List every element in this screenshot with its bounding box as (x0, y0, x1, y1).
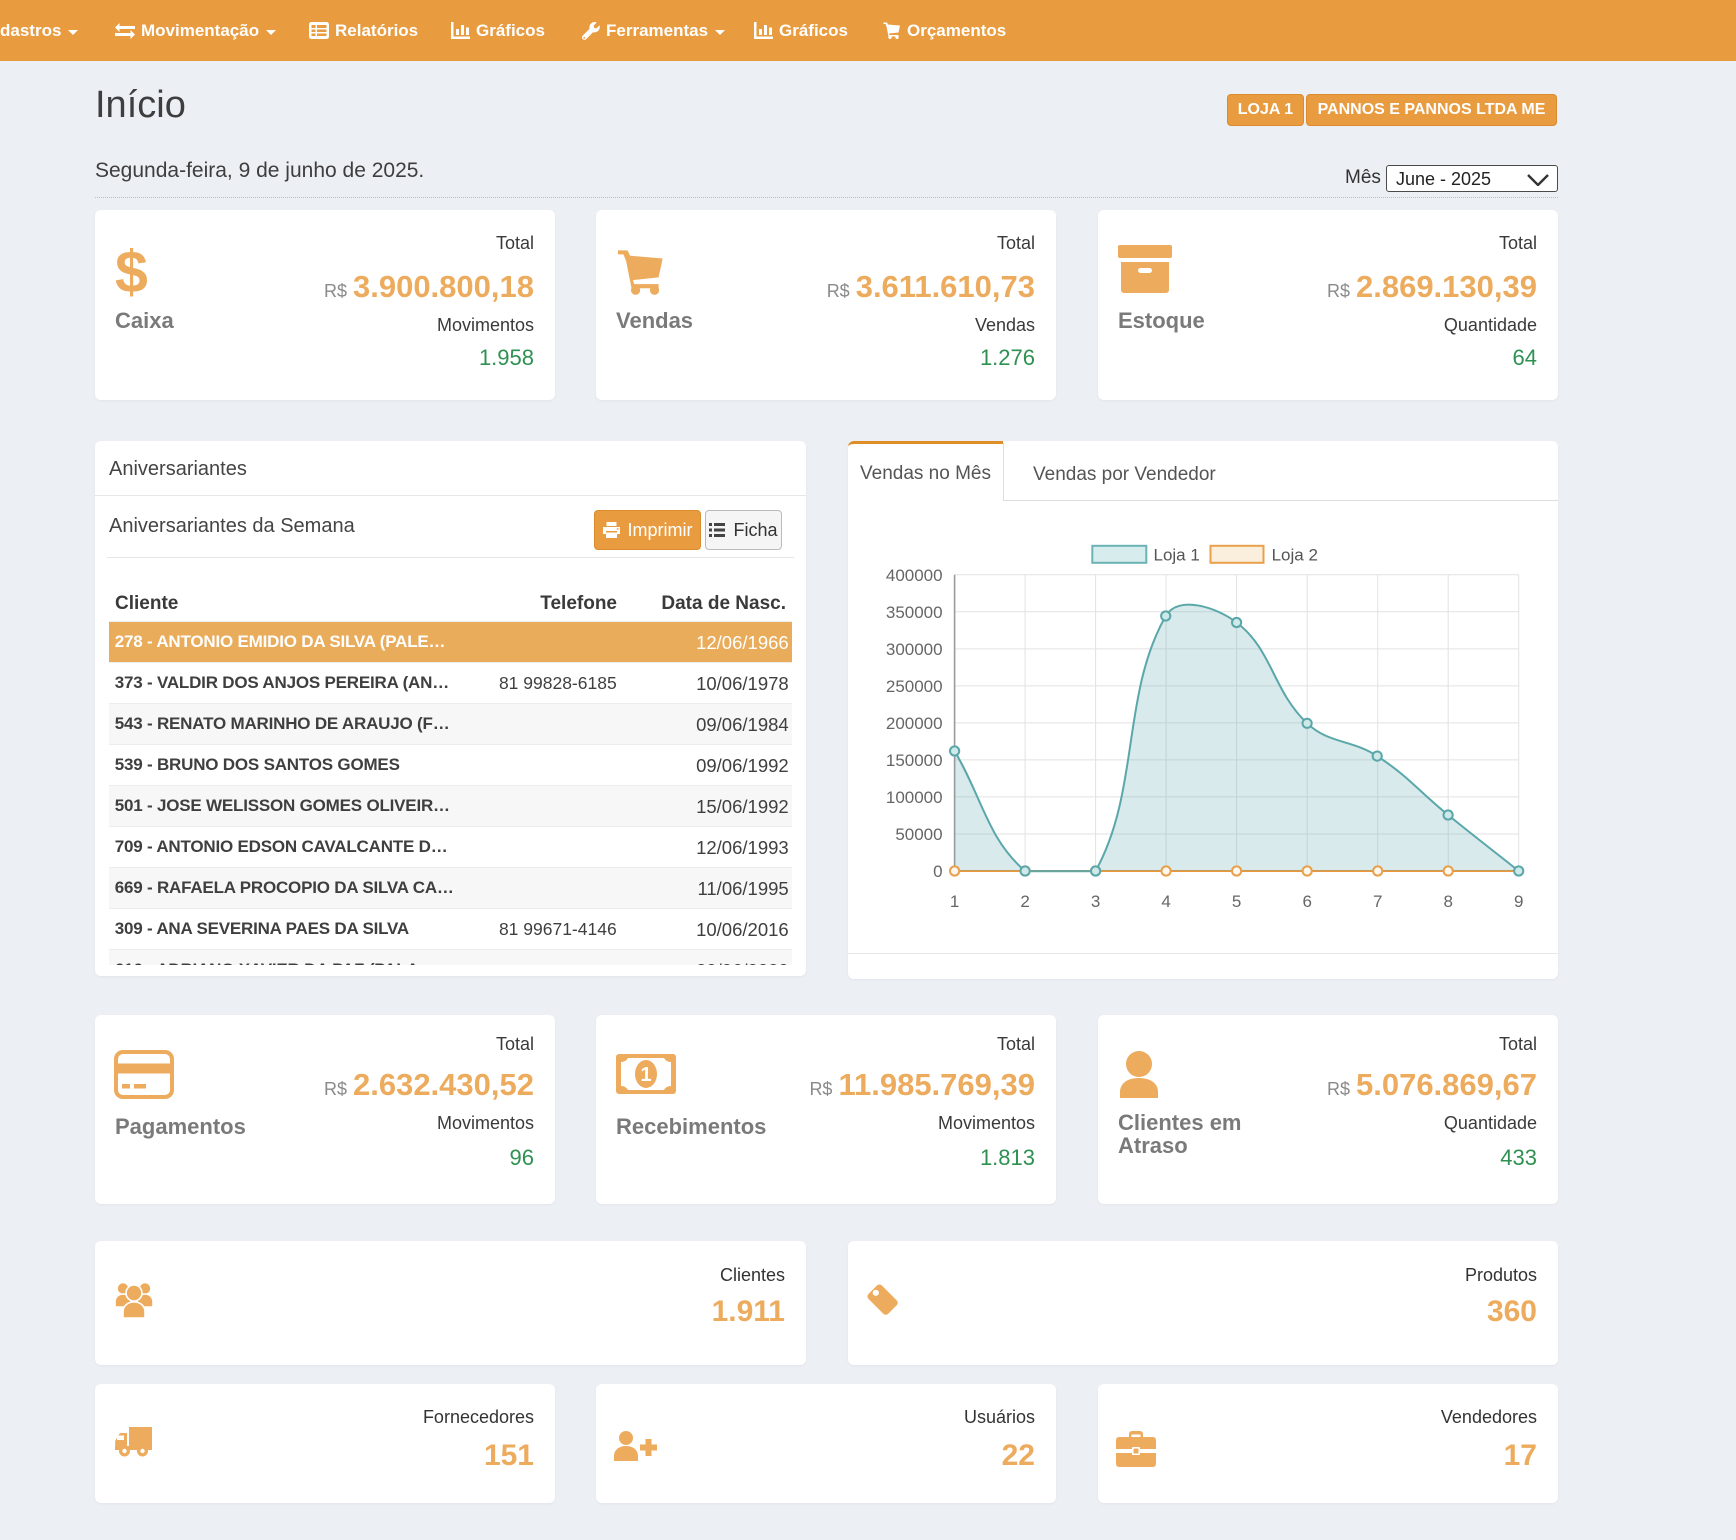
svg-text:250000: 250000 (886, 677, 943, 696)
svg-text:300000: 300000 (886, 640, 943, 659)
svg-text:7: 7 (1373, 892, 1382, 911)
svg-text:3: 3 (1091, 892, 1100, 911)
svg-text:9: 9 (1514, 892, 1523, 911)
svg-text:0: 0 (933, 862, 942, 881)
svg-text:Loja 1: Loja 1 (1154, 546, 1200, 565)
svg-text:350000: 350000 (886, 603, 943, 622)
svg-text:5: 5 (1232, 892, 1241, 911)
svg-text:50000: 50000 (895, 825, 942, 844)
svg-text:Loja 2: Loja 2 (1272, 546, 1318, 565)
svg-text:1: 1 (950, 892, 959, 911)
svg-text:100000: 100000 (886, 788, 943, 807)
svg-text:150000: 150000 (886, 751, 943, 770)
svg-text:8: 8 (1443, 892, 1452, 911)
svg-text:200000: 200000 (886, 714, 943, 733)
svg-text:2: 2 (1020, 892, 1029, 911)
svg-text:6: 6 (1302, 892, 1311, 911)
svg-text:400000: 400000 (886, 566, 943, 585)
svg-text:4: 4 (1161, 892, 1170, 911)
svg-text:1: 1 (640, 1064, 651, 1086)
